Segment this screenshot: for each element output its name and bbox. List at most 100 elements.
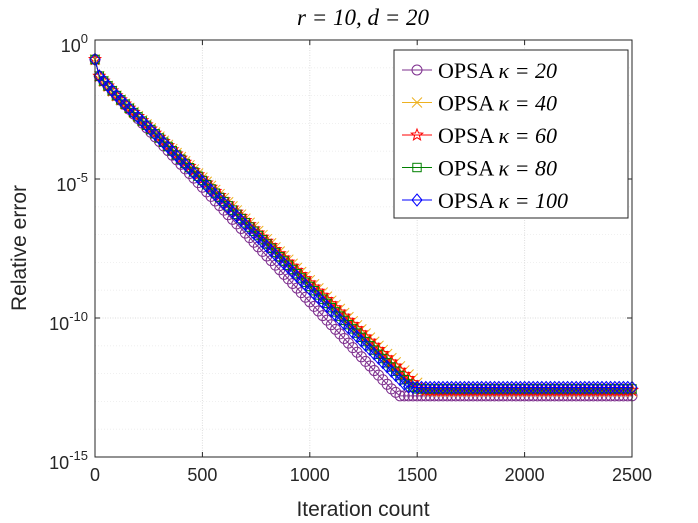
data-point — [596, 380, 608, 395]
data-point — [282, 260, 294, 275]
data-point — [617, 380, 630, 395]
data-point — [402, 379, 415, 394]
data-point — [355, 334, 368, 348]
y-axis-label: Relative error — [8, 185, 31, 311]
data-point — [119, 97, 131, 111]
data-point — [531, 380, 544, 395]
data-point — [188, 166, 200, 180]
data-point — [420, 380, 432, 395]
data-point — [304, 282, 316, 297]
data-point — [136, 114, 148, 129]
data-point — [454, 380, 466, 395]
data-point — [269, 248, 282, 262]
data-point — [475, 380, 488, 395]
data-point — [450, 380, 462, 395]
data-point — [591, 380, 604, 395]
y-tick-label: 10-5 — [56, 170, 88, 195]
data-point — [312, 291, 325, 305]
data-point — [409, 127, 425, 141]
data-point — [183, 161, 196, 176]
data-point — [506, 380, 518, 395]
data-point — [209, 187, 221, 202]
data-point — [566, 380, 578, 395]
data-point — [110, 88, 123, 103]
x-tick-label: 2000 — [505, 465, 545, 485]
data-point — [347, 325, 359, 340]
data-point — [256, 235, 269, 249]
data-point — [480, 380, 492, 395]
data-point — [274, 252, 286, 266]
data-point — [385, 364, 398, 378]
data-point — [351, 329, 363, 344]
data-point — [398, 390, 410, 402]
data-point — [527, 380, 539, 395]
data-point — [342, 321, 355, 335]
data-point — [411, 97, 423, 108]
data-point — [261, 239, 273, 254]
data-point — [441, 380, 453, 395]
data-point — [514, 380, 526, 395]
y-tick-label: 10-15 — [49, 448, 88, 473]
data-point — [458, 380, 471, 395]
data-point — [518, 380, 531, 395]
data-point — [166, 144, 178, 159]
data-point — [145, 123, 157, 137]
data-point — [540, 380, 552, 395]
ticks: 0 500 1000 1500 2000 2500 100 10-5 10-10 10-15 — [49, 31, 652, 485]
series-layer — [87, 52, 640, 402]
x-tick-label: 1500 — [397, 465, 437, 485]
data-point — [265, 243, 277, 258]
data-point — [179, 157, 191, 172]
data-point — [364, 342, 376, 357]
data-point — [308, 286, 320, 301]
x-axis-label: Iteration count — [296, 498, 429, 521]
y-tick-label: 100 — [61, 31, 88, 56]
data-point — [622, 380, 634, 395]
data-point — [175, 153, 187, 167]
data-point — [377, 355, 389, 370]
data-point — [153, 131, 166, 146]
data-point — [549, 380, 561, 395]
data-point — [424, 380, 436, 395]
data-point — [523, 380, 535, 395]
legend-box — [393, 49, 629, 219]
data-point — [411, 64, 423, 76]
data-point — [218, 196, 230, 210]
data-point — [609, 380, 621, 395]
plot-frame — [94, 39, 633, 458]
data-point — [235, 213, 247, 228]
data-point — [115, 93, 127, 107]
legend: OPSA κ = 20 OPSA κ = 40 OPSA κ = 60 OPSA κ … — [393, 49, 629, 219]
data-point — [359, 338, 372, 353]
data-point — [372, 351, 385, 365]
data-point — [587, 380, 599, 395]
data-point — [244, 222, 256, 236]
data-point — [497, 380, 509, 395]
data-point — [213, 192, 226, 206]
data-point — [536, 380, 548, 395]
data-point — [579, 380, 591, 395]
x-tick-label: 500 — [187, 465, 217, 485]
data-point — [570, 380, 582, 395]
data-point — [222, 200, 234, 215]
data-point — [501, 380, 514, 395]
data-point — [325, 304, 337, 318]
data-point — [140, 118, 153, 133]
data-point — [196, 174, 209, 189]
data-point — [226, 205, 239, 219]
data-point — [132, 110, 144, 124]
data-point — [317, 295, 329, 309]
data-point — [510, 380, 522, 395]
data-point — [561, 380, 574, 395]
data-point — [467, 380, 479, 395]
data-point — [321, 299, 333, 314]
data-point — [329, 308, 342, 322]
data-point — [613, 380, 625, 395]
chart-title: r = 10, d = 20 — [297, 5, 429, 30]
data-point — [488, 380, 501, 395]
legend-label: OPSA κ = 40 — [438, 91, 557, 116]
data-point — [201, 179, 213, 193]
x-tick-label: 1000 — [290, 465, 330, 485]
data-point — [463, 380, 475, 395]
data-point — [192, 170, 204, 185]
